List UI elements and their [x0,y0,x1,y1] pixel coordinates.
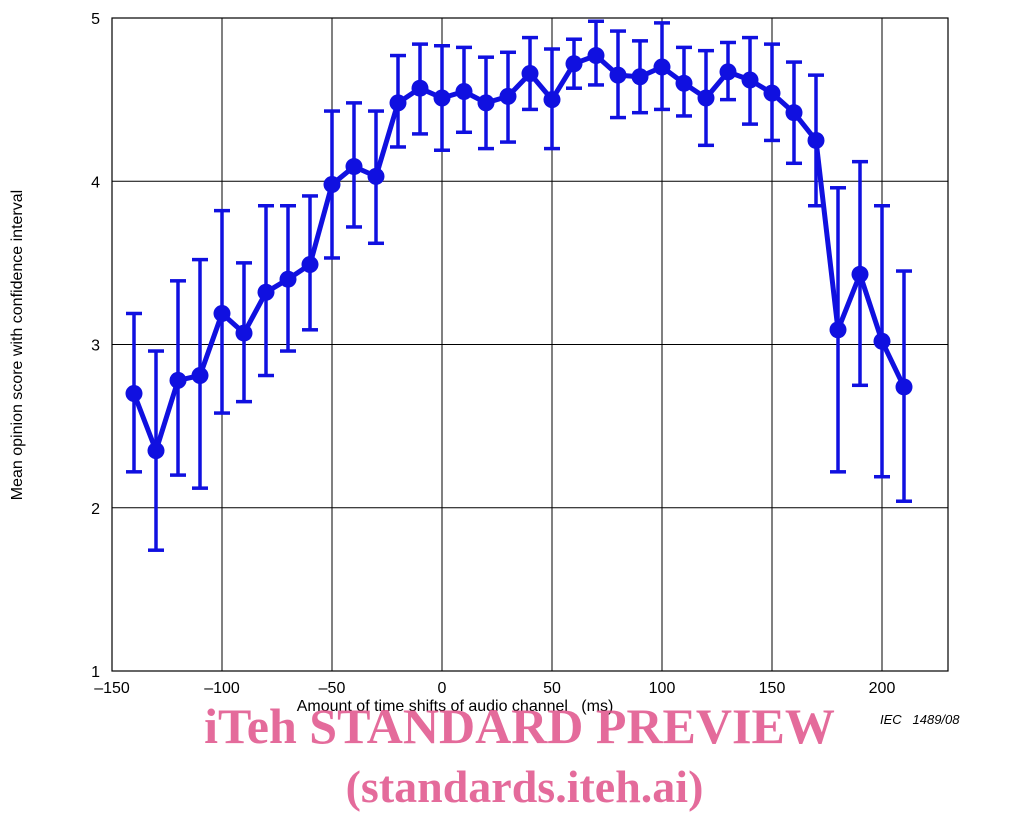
data-point [213,304,231,322]
y-axis-title: Mean opinion score with confidence inter… [9,190,26,500]
data-point [345,158,363,176]
data-point [477,94,495,112]
data-point [697,89,715,107]
error-bars [126,19,912,552]
data-point [565,55,583,73]
y-tick-label: 2 [91,501,100,518]
data-point [675,74,693,92]
data-point [257,283,275,301]
data-point [147,442,165,460]
data-points [125,47,913,460]
data-point [169,371,187,389]
data-point [609,66,627,84]
data-point [323,176,341,194]
data-point [741,71,759,89]
data-point [543,91,561,109]
y-tick-label: 1 [91,664,100,681]
data-point [521,65,539,83]
x-tick-label: 150 [759,680,786,697]
data-point [851,265,869,283]
data-point [367,167,385,185]
plot-area-frame [111,17,949,672]
data-point [411,79,429,97]
data-point [653,58,671,76]
data-point [455,82,473,100]
data-point [433,89,451,107]
data-point [631,68,649,86]
data-point [807,131,825,149]
data-point [279,270,297,288]
data-point [389,94,407,112]
data-point [763,84,781,102]
x-tick-label: 50 [543,680,561,697]
watermark-line-2: (standards.iteh.ai) [345,761,704,812]
figure-reference-label: IEC 1489/08 [880,712,960,727]
data-point [829,321,847,339]
tick-labels: –150 –100 –50 0 50 100 150 200 1 2 3 4 5 [91,11,895,697]
grid [112,18,948,671]
data-point [499,87,517,105]
data-point [587,47,605,65]
x-tick-label: –150 [94,680,130,697]
x-tick-label: –50 [319,680,346,697]
data-point [895,378,913,396]
data-point [873,332,891,350]
data-point [301,256,319,274]
x-tick-label: –100 [204,680,240,697]
watermark-line-1: iTeh STANDARD PREVIEW [204,698,835,754]
x-tick-label: 100 [649,680,676,697]
x-axis-title: Amount of time shifts of audio channel (… [297,698,614,715]
x-tick-label: 0 [438,680,447,697]
y-tick-label: 3 [91,338,100,355]
y-tick-label: 4 [91,174,100,191]
data-point [191,367,209,385]
data-point [125,384,143,402]
data-point [785,104,803,122]
data-point [235,324,253,342]
x-tick-label: 200 [869,680,896,697]
y-tick-label: 5 [91,11,100,28]
data-point [719,63,737,81]
